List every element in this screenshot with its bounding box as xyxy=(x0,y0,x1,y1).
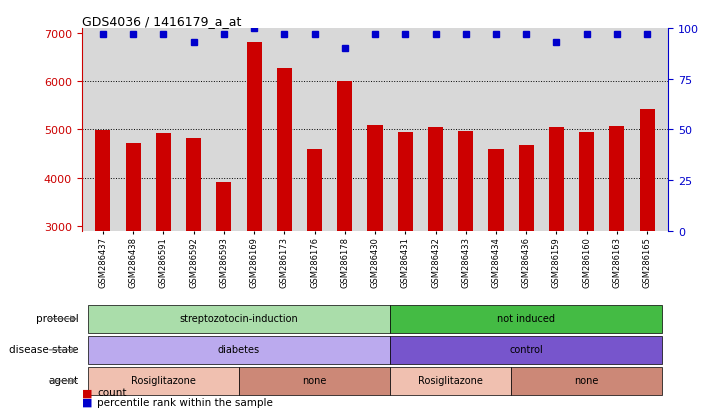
Bar xyxy=(88,336,390,364)
Text: count: count xyxy=(97,387,127,397)
Text: none: none xyxy=(302,375,327,385)
Bar xyxy=(390,367,511,395)
Bar xyxy=(88,367,239,395)
Bar xyxy=(307,150,322,231)
Text: disease state: disease state xyxy=(9,344,79,354)
Text: diabetes: diabetes xyxy=(218,344,260,354)
Bar xyxy=(390,336,662,364)
Text: GDS4036 / 1416179_a_at: GDS4036 / 1416179_a_at xyxy=(82,15,241,28)
Bar xyxy=(368,125,383,231)
Bar xyxy=(428,128,443,231)
Bar xyxy=(216,182,232,231)
Text: not induced: not induced xyxy=(497,313,555,323)
Text: streptozotocin-induction: streptozotocin-induction xyxy=(180,313,299,323)
Bar xyxy=(609,126,624,231)
Text: Rosiglitazone: Rosiglitazone xyxy=(418,375,483,385)
Bar xyxy=(186,139,201,231)
Bar xyxy=(88,305,390,333)
Text: percentile rank within the sample: percentile rank within the sample xyxy=(97,397,273,407)
Bar xyxy=(640,109,655,231)
Bar xyxy=(156,133,171,231)
Text: Rosiglitazone: Rosiglitazone xyxy=(131,375,196,385)
Bar xyxy=(277,69,292,231)
Bar xyxy=(337,81,353,231)
Bar xyxy=(458,132,474,231)
Bar xyxy=(95,131,110,231)
Text: protocol: protocol xyxy=(36,313,79,323)
Bar xyxy=(247,43,262,231)
Text: control: control xyxy=(509,344,543,354)
Bar xyxy=(239,367,390,395)
Text: ■: ■ xyxy=(82,387,92,397)
Text: agent: agent xyxy=(49,375,79,385)
Text: none: none xyxy=(574,375,599,385)
Bar xyxy=(511,367,662,395)
Bar xyxy=(397,133,413,231)
Bar xyxy=(488,150,503,231)
Bar xyxy=(549,128,564,231)
Bar xyxy=(390,305,662,333)
Bar xyxy=(126,144,141,231)
Text: ■: ■ xyxy=(82,397,92,407)
Bar xyxy=(518,145,534,231)
Bar xyxy=(579,133,594,231)
